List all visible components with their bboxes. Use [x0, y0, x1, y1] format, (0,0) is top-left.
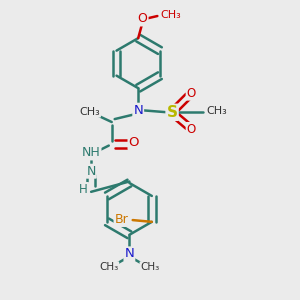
Text: O: O: [187, 123, 196, 136]
Text: S: S: [167, 105, 178, 120]
Text: CH₃: CH₃: [206, 106, 227, 116]
Text: H: H: [80, 183, 88, 196]
Text: CH₃: CH₃: [160, 10, 181, 20]
Text: Br: Br: [115, 213, 128, 226]
Text: CH₃: CH₃: [140, 262, 160, 272]
Text: N: N: [124, 248, 134, 260]
Text: O: O: [187, 87, 196, 100]
Text: CH₃: CH₃: [79, 107, 100, 117]
Text: NH: NH: [82, 146, 100, 159]
Text: O: O: [129, 136, 139, 149]
Text: O: O: [138, 13, 148, 26]
Text: CH₃: CH₃: [99, 262, 119, 272]
Text: N: N: [86, 165, 96, 178]
Text: N: N: [133, 104, 143, 117]
